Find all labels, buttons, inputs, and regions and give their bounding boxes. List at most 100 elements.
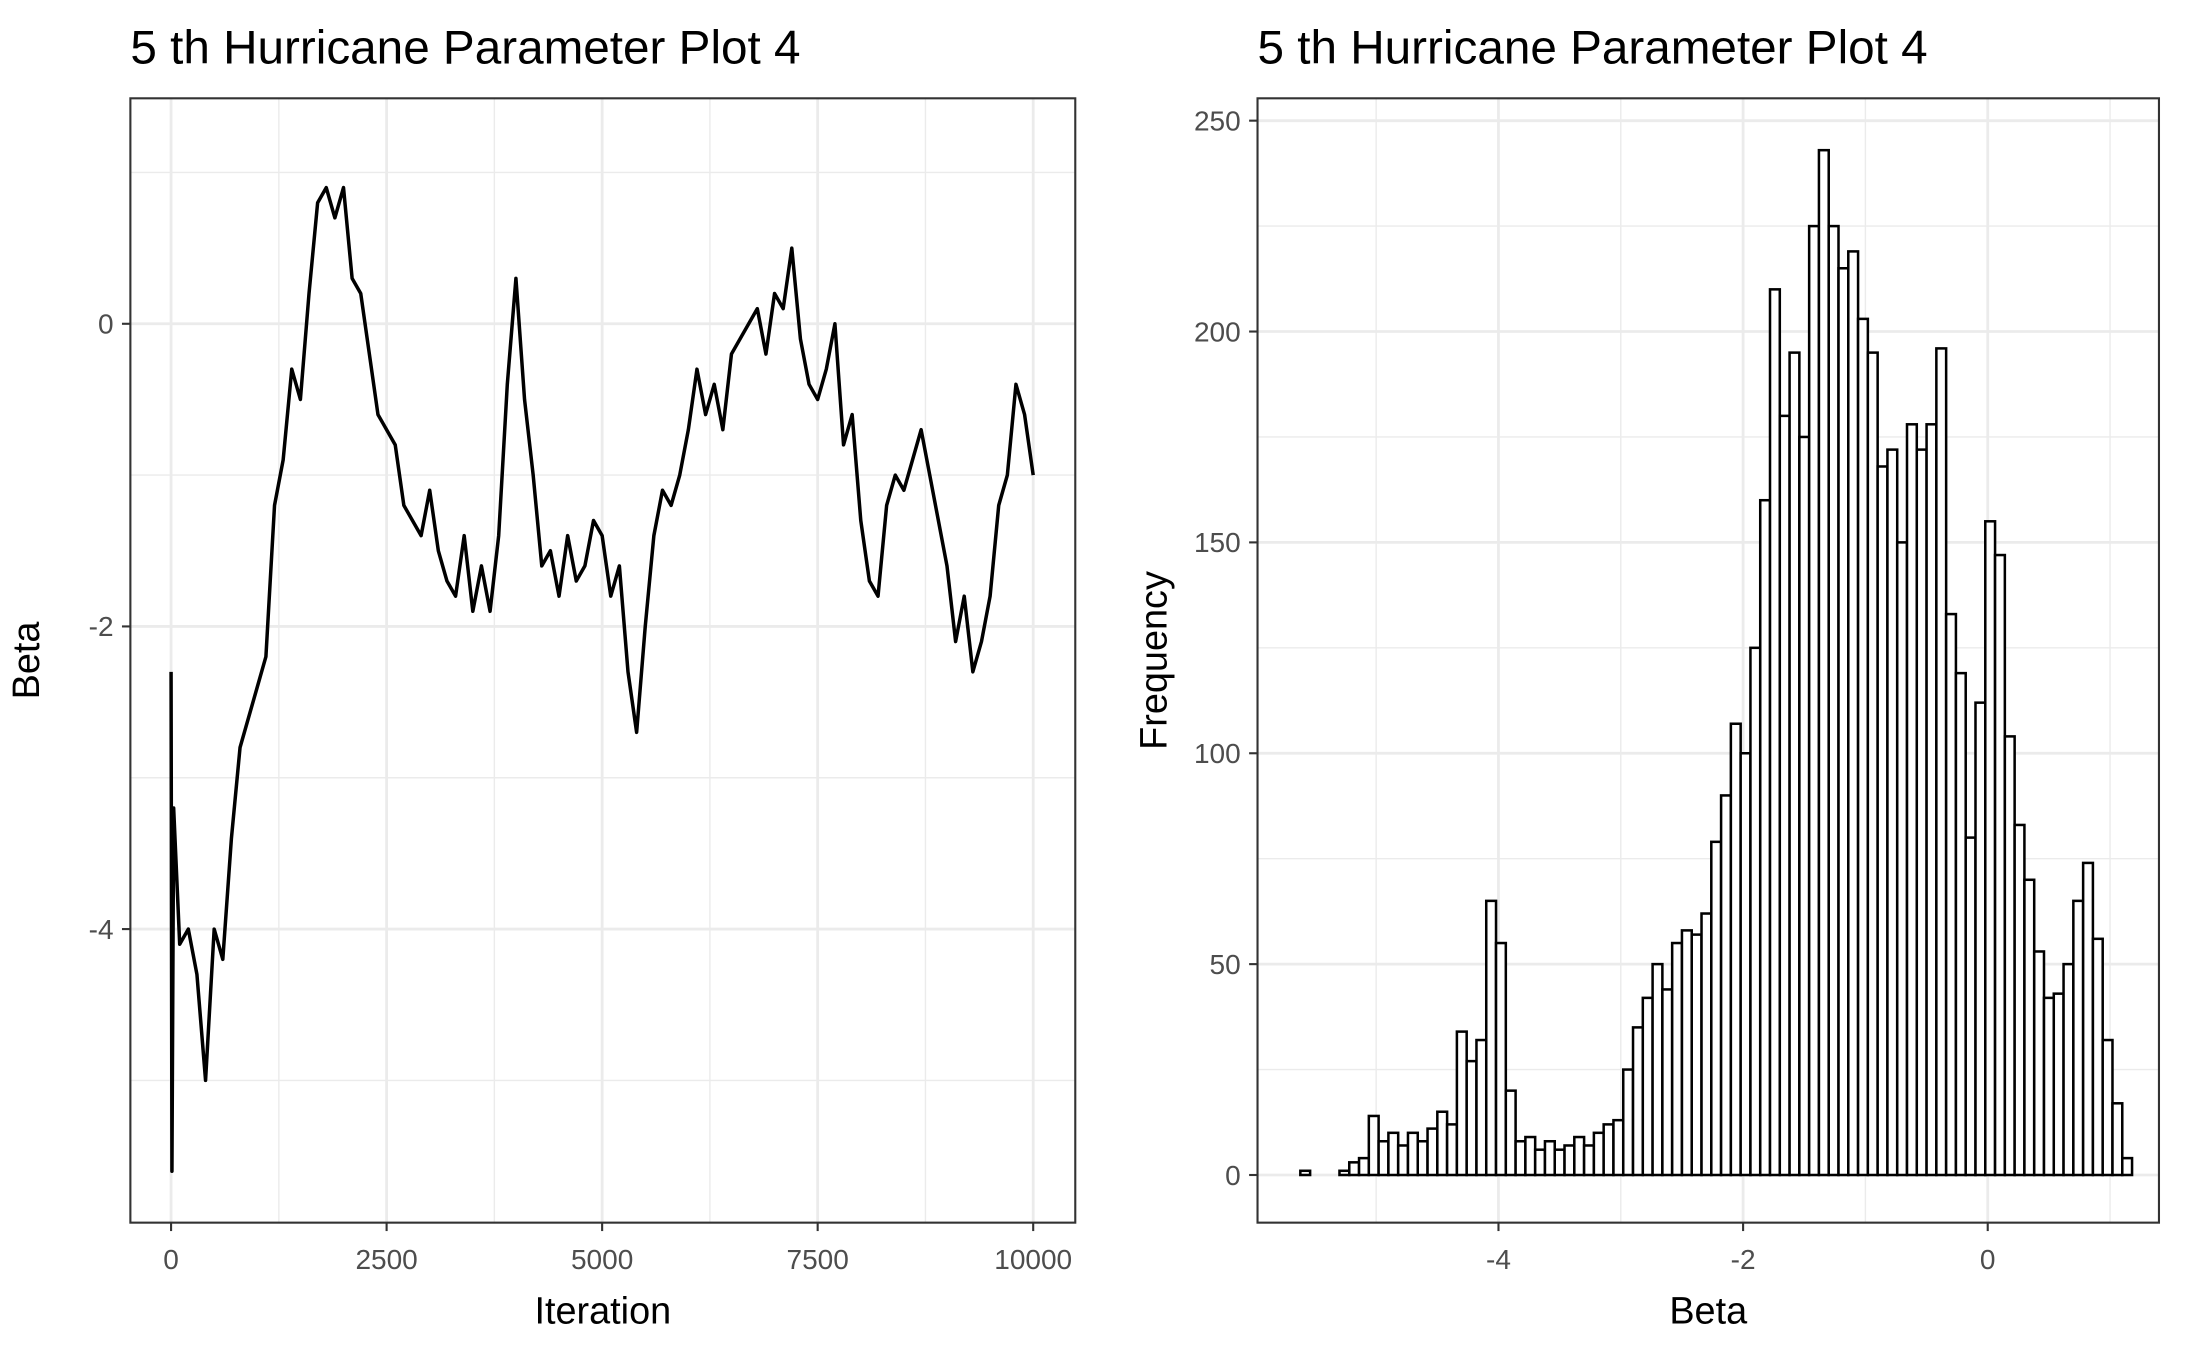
histogram-bar	[1954, 671, 1967, 1177]
histogram-bar	[1739, 752, 1752, 1177]
histogram-bar	[1612, 1118, 1625, 1177]
x-axis-label: Beta	[1669, 1291, 1748, 1333]
histogram-bar	[1641, 996, 1654, 1177]
histogram-bar	[1436, 1110, 1449, 1177]
histogram-bar	[1416, 1139, 1429, 1177]
y-tick-label: -4	[89, 914, 114, 945]
histogram-bar	[1768, 288, 1782, 1177]
histogram-bar	[1807, 224, 1821, 1177]
y-axis-label: Beta	[6, 621, 48, 700]
histogram-bar	[2013, 823, 2026, 1177]
histogram-bar	[1710, 840, 1723, 1177]
histogram-bar	[2121, 1156, 2134, 1177]
histogram-bar	[1847, 250, 1860, 1177]
histogram-bar	[2072, 899, 2085, 1177]
histogram-bar	[2003, 735, 2016, 1177]
trace-line	[169, 185, 1035, 1173]
histogram-bar	[1475, 1038, 1488, 1177]
histogram-bar	[1494, 941, 1508, 1177]
histogram-bar	[2042, 996, 2056, 1177]
histogram-bar	[1661, 988, 1674, 1177]
chart-title: 5 th Hurricane Parameter Plot 4	[130, 21, 800, 74]
x-tick-label: 2500	[355, 1244, 417, 1275]
panel-border	[129, 97, 1077, 1224]
histogram-bar	[1582, 1144, 1596, 1177]
histogram-bar	[1533, 1148, 1547, 1177]
histogram-bar	[1367, 1114, 1380, 1177]
histogram-bar	[1406, 1131, 1420, 1177]
histogram-bar	[1396, 1144, 1410, 1177]
histogram-bar	[1944, 612, 1958, 1177]
histogram-bar	[1798, 435, 1811, 1177]
x-tick-label: 0	[163, 1244, 179, 1275]
x-tick-label: 10000	[994, 1244, 1072, 1275]
x-tick-label: -4	[1486, 1244, 1511, 1275]
histogram-bar	[1621, 1068, 1635, 1177]
histogram-bar	[1895, 541, 1909, 1177]
histogram-bar	[1631, 1026, 1645, 1177]
histogram-bar	[1778, 414, 1791, 1177]
histogram-bar	[1592, 1131, 1605, 1177]
chart-title: 5 th Hurricane Parameter Plot 4	[1258, 21, 1928, 74]
histogram-bar	[1690, 933, 1703, 1177]
y-tick-label: 250	[1194, 105, 1241, 136]
histogram-bar	[2052, 992, 2065, 1177]
histogram-bar	[1524, 1135, 1537, 1177]
histogram-bar	[2062, 962, 2075, 1177]
histogram-bar	[1484, 899, 1498, 1177]
histogram-bar	[1915, 448, 1928, 1177]
x-tick-label: 5000	[571, 1244, 633, 1275]
histogram-bar	[1377, 1139, 1390, 1177]
histogram-bar	[2032, 950, 2046, 1177]
histogram-bar	[1651, 962, 1664, 1177]
histogram-bar	[1974, 701, 1987, 1177]
histogram-bar	[1445, 1123, 1459, 1177]
histogram-bar	[1827, 224, 1840, 1177]
y-tick-label: 200	[1194, 316, 1241, 347]
y-tick-label: 150	[1194, 527, 1241, 558]
histogram-bar	[1563, 1144, 1576, 1177]
histogram-bar	[1426, 1127, 1439, 1177]
histogram-bar	[1553, 1148, 1566, 1177]
histogram-bar	[2081, 861, 2095, 1177]
histogram-bar	[1299, 1169, 1312, 1177]
histogram-bar	[1504, 1089, 1517, 1177]
histogram-bar	[1749, 646, 1762, 1177]
y-axis-label: Frequency	[1133, 571, 1175, 750]
histogram-bar	[1357, 1156, 1371, 1177]
histogram-bar	[1866, 351, 1879, 1177]
histogram-bar	[1700, 912, 1713, 1177]
histogram-bar	[1837, 267, 1850, 1177]
histogram-bar	[1856, 317, 1870, 1177]
histogram-bar	[1387, 1131, 1400, 1177]
histogram-bar	[1817, 148, 1830, 1177]
histogram-bar	[1455, 1030, 1468, 1177]
histogram-bar	[1984, 520, 1997, 1177]
y-tick-label: -2	[89, 611, 114, 642]
histogram-bar	[1758, 498, 1772, 1177]
x-axis-label: Iteration	[534, 1291, 671, 1333]
histogram-bar	[1338, 1169, 1351, 1177]
histogram-bar	[1573, 1135, 1586, 1177]
histogram-bar	[1964, 836, 1977, 1177]
histogram-bar	[2111, 1102, 2124, 1177]
y-tick-label: 50	[1210, 949, 1241, 980]
y-tick-label: 0	[1225, 1160, 1241, 1191]
x-tick-label: 0	[1980, 1244, 1996, 1275]
panel-border	[1256, 97, 2161, 1224]
histogram-bar	[1680, 929, 1693, 1177]
histogram-bar	[1719, 794, 1733, 1177]
histogram-bar	[2023, 878, 2036, 1177]
histogram-bar	[1670, 941, 1684, 1177]
x-tick-label: -2	[1731, 1244, 1756, 1275]
histogram-bar	[1465, 1059, 1478, 1177]
histogram-bar	[1347, 1161, 1361, 1177]
histogram-bar	[1602, 1123, 1615, 1177]
y-tick-label: 0	[98, 309, 114, 340]
histogram-bar	[2101, 1038, 2114, 1177]
histogram-bar	[1543, 1139, 1557, 1177]
histogram-bar	[1993, 553, 2007, 1177]
histogram-bar	[1886, 448, 1899, 1177]
